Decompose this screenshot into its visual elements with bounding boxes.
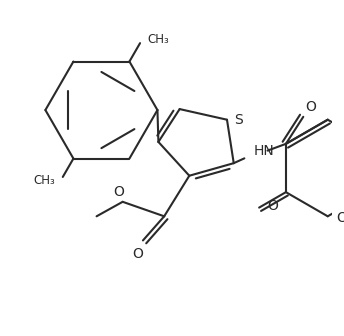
Text: HN: HN bbox=[254, 143, 275, 158]
Text: O: O bbox=[267, 199, 278, 213]
Text: O: O bbox=[133, 247, 143, 261]
Text: O: O bbox=[336, 211, 344, 225]
Text: O: O bbox=[114, 185, 124, 199]
Text: CH₃: CH₃ bbox=[148, 33, 170, 46]
Text: CH₃: CH₃ bbox=[33, 174, 55, 187]
Text: S: S bbox=[234, 113, 243, 127]
Text: O: O bbox=[305, 100, 316, 114]
